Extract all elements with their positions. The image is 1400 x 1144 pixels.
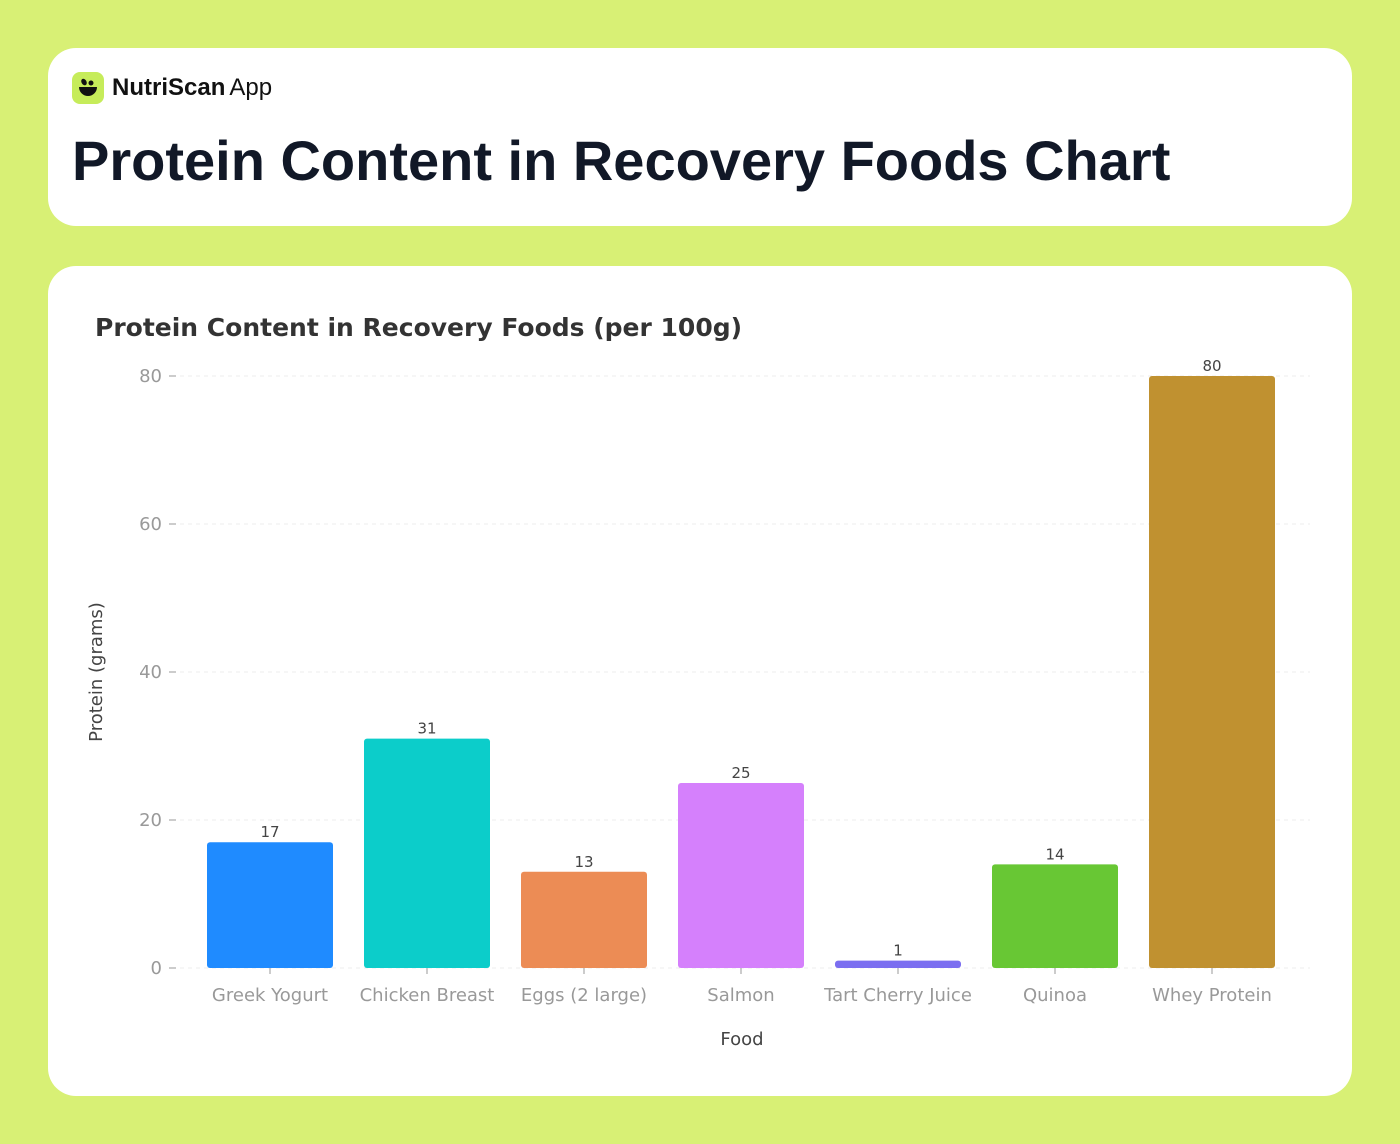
data-label: 31	[417, 720, 436, 738]
y-axis-label: Protein (grams)	[86, 602, 107, 742]
page-title: Protein Content in Recovery Foods Chart	[72, 129, 1171, 192]
bar-tart-cherry-juice	[835, 960, 961, 968]
bar-chicken-breast	[364, 738, 490, 968]
y-tick-label: 40	[139, 662, 162, 683]
bar-salmon	[678, 783, 804, 968]
bar-whey-protein	[1149, 376, 1275, 968]
brand-suffix: App	[229, 74, 273, 101]
leaf-bowl-icon	[72, 72, 104, 104]
y-tick-label: 80	[139, 366, 162, 387]
chart-title: Protein Content in Recovery Foods (per 1…	[95, 313, 742, 342]
x-tick-label: Tart Cherry Juice	[823, 985, 972, 1006]
x-tick-label: Salmon	[707, 985, 774, 1006]
brand-name: NutriScan	[112, 74, 226, 101]
data-label: 1	[893, 942, 903, 960]
data-label: 80	[1202, 357, 1221, 375]
bar-greek-yogurt	[207, 842, 333, 968]
data-label: 25	[731, 764, 750, 782]
data-label: 17	[260, 823, 279, 841]
brand: NutriScan App	[72, 72, 272, 104]
y-tick-label: 60	[139, 514, 162, 535]
x-tick-label: Quinoa	[1023, 985, 1087, 1006]
bar-eggs-2-large-	[521, 871, 647, 968]
x-axis-label: Food	[720, 1029, 763, 1050]
bar-quinoa	[992, 864, 1118, 968]
y-tick-label: 20	[139, 810, 162, 831]
x-tick-label: Chicken Breast	[360, 985, 495, 1006]
header-card: NutriScan App Protein Content in Recovery…	[48, 48, 1352, 226]
x-tick-label: Whey Protein	[1152, 985, 1272, 1006]
x-tick-label: Eggs (2 large)	[521, 985, 647, 1006]
y-tick-label: 0	[151, 958, 162, 979]
data-label: 13	[574, 853, 593, 871]
x-tick-label: Greek Yogurt	[212, 985, 328, 1006]
data-label: 14	[1045, 845, 1064, 863]
